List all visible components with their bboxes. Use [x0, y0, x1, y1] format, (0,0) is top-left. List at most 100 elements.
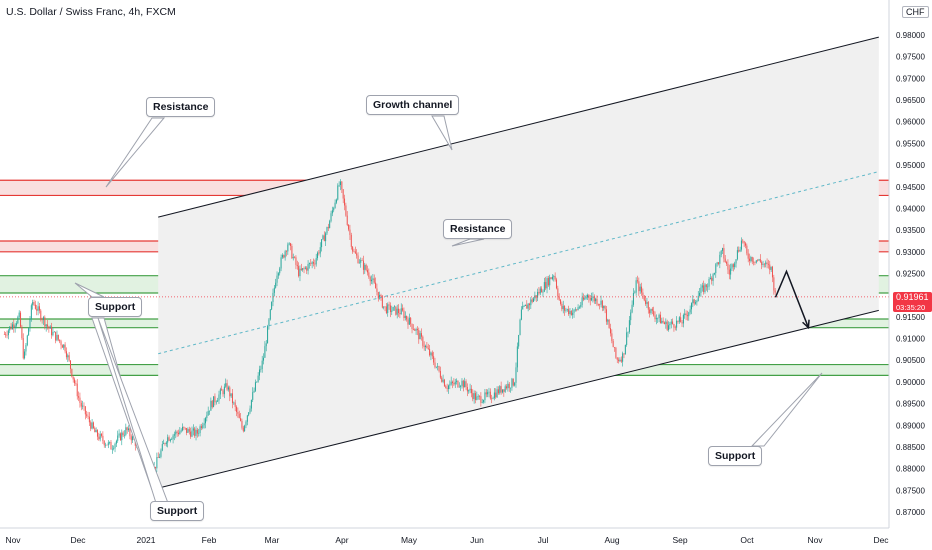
- candle-body: [372, 278, 374, 280]
- candle-body: [75, 383, 77, 384]
- candle-body: [388, 304, 390, 306]
- candle-body: [431, 352, 433, 357]
- candle-body: [765, 262, 767, 265]
- x-tick-label: Mar: [265, 535, 280, 545]
- candle-body: [646, 301, 648, 304]
- candle-body: [383, 306, 385, 308]
- candle-body: [218, 394, 220, 401]
- candle-body: [707, 286, 709, 288]
- candle-body: [520, 309, 522, 320]
- candle-body: [528, 303, 530, 306]
- candle-body: [207, 411, 209, 416]
- candle-body: [241, 420, 243, 428]
- candle-body: [114, 443, 116, 449]
- candle-body: [335, 199, 337, 203]
- candle-body: [665, 321, 667, 324]
- candle-body: [639, 286, 641, 292]
- candle-body: [541, 288, 543, 293]
- candle-body: [595, 298, 597, 302]
- candle-body: [550, 277, 552, 280]
- candle-body: [537, 291, 539, 298]
- candle-body: [83, 405, 85, 407]
- candle-body: [608, 319, 610, 329]
- callout-support-right[interactable]: Support: [708, 446, 763, 466]
- candle-body: [761, 262, 763, 265]
- candle-body: [254, 382, 256, 391]
- candle-body: [84, 406, 86, 415]
- candle-body: [493, 392, 495, 399]
- candle-body: [430, 352, 432, 356]
- candle-body: [758, 259, 760, 261]
- candle-body: [574, 309, 576, 311]
- channel-lower-line: [158, 309, 879, 489]
- candle-body: [600, 300, 602, 305]
- callout-resistance-upper[interactable]: Resistance: [146, 97, 216, 117]
- candle-body: [755, 260, 757, 263]
- candle-body: [587, 294, 589, 298]
- candle-body: [68, 355, 70, 361]
- candle-body: [221, 389, 223, 391]
- candle-body: [735, 259, 737, 264]
- candle-body: [42, 317, 44, 321]
- candle-body: [655, 318, 657, 320]
- candle-body: [736, 250, 738, 260]
- candle-body: [227, 387, 229, 390]
- candle-body: [411, 323, 413, 330]
- candle-body: [489, 391, 491, 399]
- currency-badge[interactable]: CHF: [902, 6, 929, 18]
- candle-body: [618, 359, 620, 361]
- candle-body: [695, 302, 697, 304]
- callout-growth-channel[interactable]: Growth channel: [366, 95, 460, 115]
- candle-body: [466, 387, 468, 392]
- candle-body: [200, 426, 202, 429]
- candle-body: [49, 326, 51, 329]
- candle-body: [538, 291, 540, 294]
- candle-body: [341, 181, 343, 190]
- callout-resistance-middle[interactable]: Resistance: [443, 219, 513, 239]
- candle-body: [342, 189, 344, 199]
- candle-body: [503, 389, 505, 392]
- callout-support-bottom[interactable]: Support: [150, 501, 205, 521]
- candle-body: [566, 309, 568, 310]
- candle-body: [462, 380, 464, 388]
- candle-body: [199, 426, 201, 434]
- candle-body: [101, 433, 103, 436]
- candle-body: [477, 396, 479, 397]
- candle-body: [699, 292, 701, 296]
- candle-body: [240, 418, 242, 421]
- candle-body: [33, 302, 35, 305]
- candle-body: [253, 390, 255, 393]
- callout-support-left[interactable]: Support: [88, 297, 143, 317]
- candle-body: [91, 422, 93, 429]
- candle-body: [36, 308, 38, 311]
- candle-body: [333, 208, 335, 211]
- candle-body: [491, 398, 493, 400]
- candle-body: [356, 253, 358, 256]
- candle-body: [769, 264, 771, 270]
- candle-body: [349, 229, 351, 235]
- candle-body: [728, 269, 730, 275]
- candle-body: [578, 306, 580, 308]
- candle-body: [358, 262, 360, 264]
- candle-body: [51, 326, 53, 336]
- candle-body: [179, 431, 181, 435]
- candle-body: [415, 329, 417, 331]
- candle-body: [334, 202, 336, 209]
- candle-body: [465, 381, 467, 388]
- y-tick-label: 0.93000: [896, 248, 925, 257]
- candle-body: [190, 431, 192, 437]
- candle-body: [697, 295, 699, 301]
- candle-body: [763, 263, 765, 265]
- candle-body: [771, 266, 773, 278]
- y-tick-label: 0.98000: [896, 31, 925, 40]
- candle-body: [13, 324, 15, 328]
- candle-body: [418, 330, 420, 340]
- candle-body: [229, 387, 231, 397]
- candle-body: [731, 264, 733, 269]
- candle-body: [442, 379, 444, 382]
- candle-body: [649, 309, 651, 314]
- x-tick-label: Jul: [538, 535, 549, 545]
- candle-body: [543, 282, 545, 292]
- candle-body: [508, 383, 510, 389]
